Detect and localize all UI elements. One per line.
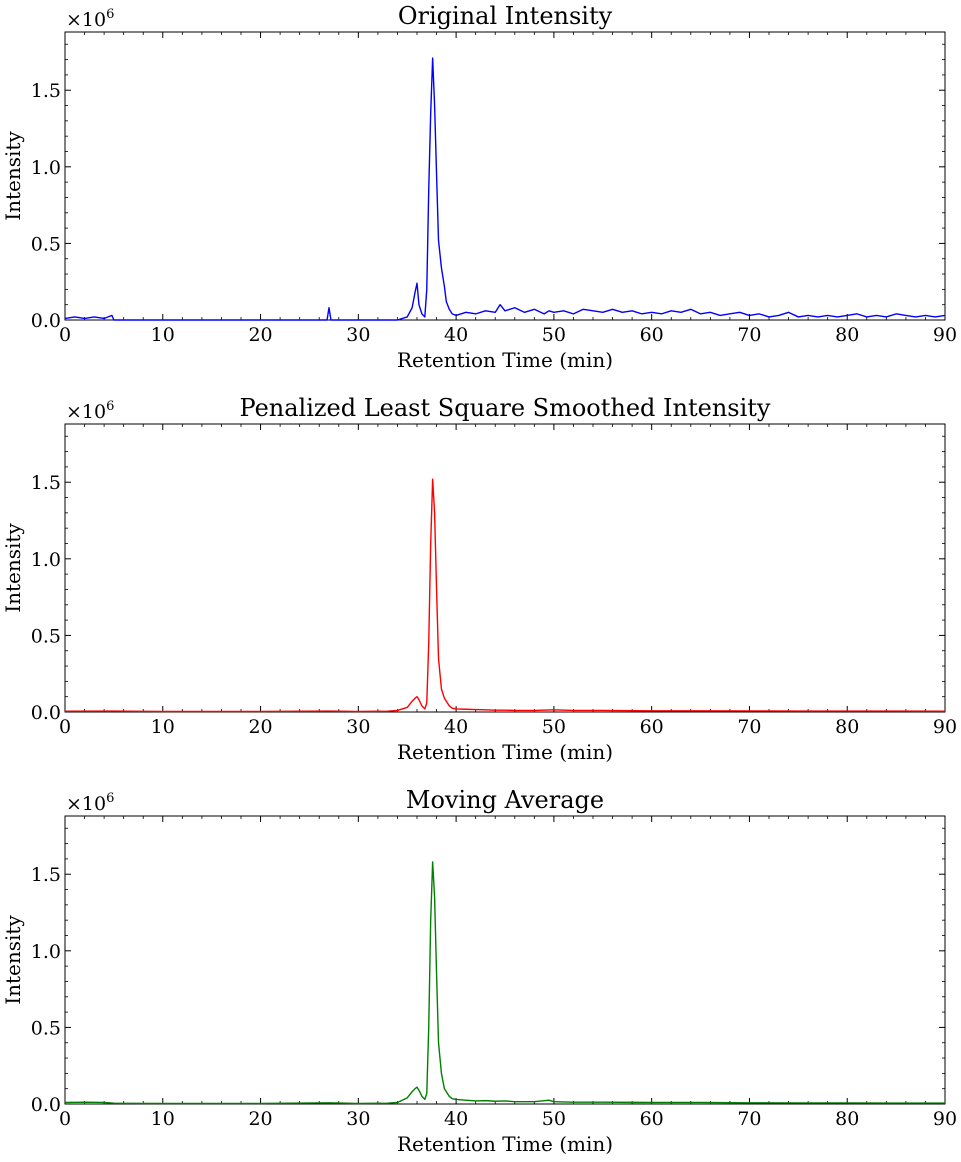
y-tick-label: 1.5 (31, 80, 61, 102)
y-tick-label: 1.5 (31, 472, 61, 494)
y-axis-label: Intensity (1, 131, 25, 221)
plot-frame (64, 31, 946, 321)
x-tick-label: 70 (737, 1108, 761, 1130)
subplot-3: 0 10 20 30 40 50 60 70 80 90 0.0 0.5 1.0 1.5 Moving Av… (1, 786, 957, 1156)
x-tick-label: 30 (346, 716, 370, 738)
multiplier-base: ×10 (66, 793, 106, 815)
subplot-2: 0 10 20 30 40 50 60 70 80 90 0.0 0.5 1.0 1.5 Penalized… (1, 394, 957, 764)
chart-title: Penalized Least Square Smoothed Intensit… (240, 394, 771, 422)
series-line-1 (64, 57, 946, 321)
y-tick-label: 1.0 (31, 157, 61, 179)
y-scale-multiplier: ×106 (66, 7, 114, 31)
x-tick-label: 20 (248, 324, 272, 346)
multiplier-exponent: 6 (106, 399, 114, 414)
multiplier-base: ×10 (66, 401, 106, 423)
x-axis-label: Retention Time (min) (397, 348, 613, 372)
multiplier-exponent: 6 (106, 7, 114, 22)
x-axis-label: Retention Time (min) (397, 740, 613, 764)
x-tick-label: 80 (835, 1108, 859, 1130)
x-tick-label: 10 (151, 324, 175, 346)
x-tick-label: 80 (835, 324, 859, 346)
x-axis-label: Retention Time (min) (397, 1132, 613, 1156)
x-tick-label: 70 (737, 324, 761, 346)
y-tick-label: 0.5 (31, 625, 61, 647)
y-tick-label: 0.5 (31, 233, 61, 255)
y-tick-label: 1.0 (31, 549, 61, 571)
x-tick-label: 40 (444, 324, 468, 346)
multiplier-exponent: 6 (106, 791, 114, 806)
y-axis-label: Intensity (1, 915, 25, 1005)
y-scale-multiplier: ×106 (66, 399, 114, 423)
x-tick-label: 0 (59, 324, 71, 346)
x-tick-label: 50 (542, 716, 566, 738)
y-tick-label: 0.5 (31, 1017, 61, 1039)
x-tick-label: 20 (248, 1108, 272, 1130)
x-tick-label: 70 (737, 716, 761, 738)
y-tick-label: 0.0 (31, 1094, 61, 1116)
subplot-1: 0 10 20 30 40 50 60 70 80 90 0.0 0.5 1.0 1.5 Original … (1, 2, 957, 372)
x-tick-label: 40 (444, 716, 468, 738)
x-tick-label: 20 (248, 716, 272, 738)
series-line-1 (64, 478, 946, 713)
series-line-1 (64, 861, 945, 1105)
x-tick-label: 60 (640, 324, 664, 346)
y-tick-label: 0.0 (31, 702, 61, 724)
x-tick-label: 60 (640, 716, 664, 738)
chart-title: Original Intensity (398, 2, 613, 30)
x-tick-label: 30 (346, 1108, 370, 1130)
y-axis-label: Intensity (1, 523, 25, 613)
x-tick-label: 90 (933, 716, 957, 738)
y-tick-label: 0.0 (31, 310, 61, 332)
x-tick-label: 90 (933, 1108, 957, 1130)
plot-frame (64, 423, 946, 713)
x-tick-label: 40 (444, 1108, 468, 1130)
y-tick-label: 1.5 (31, 864, 61, 886)
x-tick-label: 30 (346, 324, 370, 346)
x-tick-label: 50 (542, 324, 566, 346)
x-tick-label: 90 (933, 324, 957, 346)
x-tick-label: 80 (835, 716, 859, 738)
multiplier-base: ×10 (66, 9, 106, 31)
x-tick-label: 0 (59, 716, 71, 738)
x-tick-label: 10 (151, 1108, 175, 1130)
chart-title: Moving Average (406, 786, 604, 814)
plot-frame (64, 815, 946, 1105)
y-tick-label: 1.0 (31, 941, 61, 963)
x-tick-label: 0 (59, 1108, 71, 1130)
y-scale-multiplier: ×106 (66, 791, 114, 815)
x-tick-label: 10 (151, 716, 175, 738)
x-tick-label: 50 (542, 1108, 566, 1130)
x-tick-label: 60 (640, 1108, 664, 1130)
